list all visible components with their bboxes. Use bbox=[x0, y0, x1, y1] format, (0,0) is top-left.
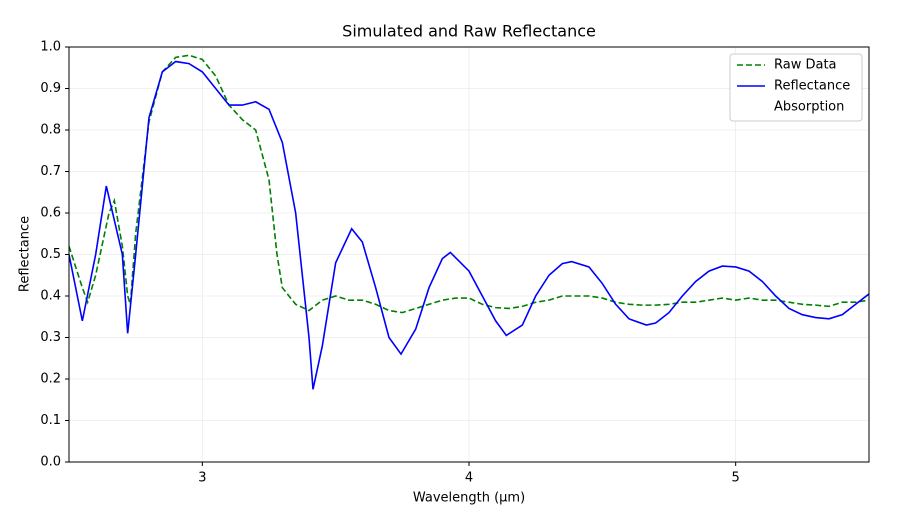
legend-label: Raw Data bbox=[774, 58, 837, 73]
x-tick-label: 3 bbox=[198, 471, 206, 486]
y-tick-label: 0.1 bbox=[40, 413, 61, 428]
y-tick-label: 0.8 bbox=[40, 123, 61, 138]
chart-title: Simulated and Raw Reflectance bbox=[342, 22, 596, 41]
legend-box bbox=[729, 53, 863, 122]
y-tick-label: 0.3 bbox=[40, 330, 61, 345]
legend-label: Reflectance bbox=[774, 79, 850, 94]
y-tick-label: 0.7 bbox=[40, 164, 61, 179]
legend: Raw Data Reflectance Absorption bbox=[729, 53, 863, 122]
legend-label: Absorption bbox=[774, 100, 844, 115]
x-tick-label: 4 bbox=[465, 471, 473, 486]
y-tick-label: 0.6 bbox=[40, 206, 61, 221]
y-tick-label: 0.2 bbox=[40, 372, 61, 387]
plot-frame bbox=[68, 46, 870, 463]
y-tick-label: 0.5 bbox=[40, 247, 61, 262]
x-tick-label: 5 bbox=[732, 471, 740, 486]
y-tick-label: 0.9 bbox=[40, 81, 61, 96]
x-axis-label: Wavelength (µm) bbox=[413, 491, 525, 506]
plot-area bbox=[69, 54, 869, 390]
data-line bbox=[69, 60, 869, 390]
y-tick-label: 1.0 bbox=[40, 40, 61, 55]
y-tick-label: 0.0 bbox=[40, 455, 61, 470]
y-tick-label: 0.4 bbox=[40, 289, 61, 304]
y-axis-label: Reflectance bbox=[18, 216, 33, 292]
